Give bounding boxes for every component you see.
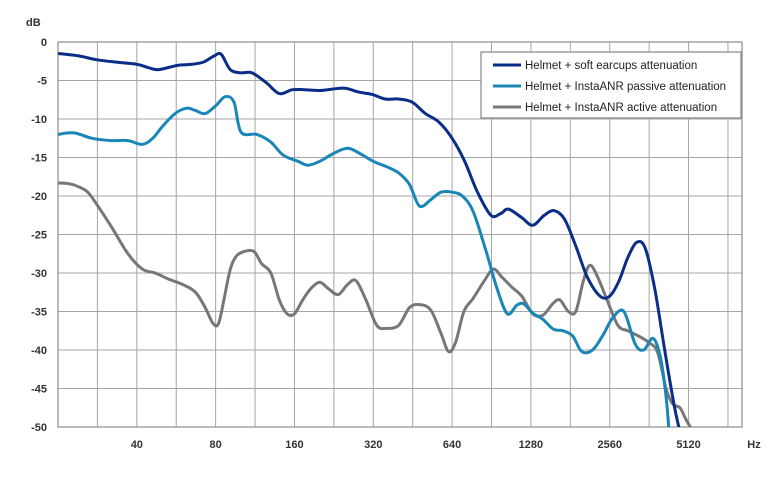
y-tick-label: -30 <box>31 268 47 280</box>
series-line-3 <box>58 181 692 427</box>
y-tick-label: -45 <box>31 384 47 396</box>
y-tick-label: -5 <box>37 76 47 88</box>
y-tick-label: -50 <box>31 422 47 434</box>
x-tick-label: 2560 <box>597 439 621 451</box>
y-tick-label: -20 <box>31 191 47 203</box>
legend-label: Helmet + InstaANR passive attenuation <box>525 81 726 93</box>
x-tick-label: 640 <box>443 439 461 451</box>
y-axis-unit-label: dB <box>26 17 41 29</box>
y-tick-label: -10 <box>31 114 47 126</box>
plot-frame <box>57 41 743 428</box>
x-tick-label: 160 <box>285 439 303 451</box>
x-axis-ticks: 40 80 160 320 640 1280 2560 5120 <box>131 439 701 451</box>
x-tick-label: 5120 <box>676 439 700 451</box>
legend: Helmet + soft earcups attenuation Helmet … <box>480 51 742 119</box>
y-tick-label: -15 <box>31 153 47 165</box>
y-tick-label: 0 <box>41 37 47 49</box>
y-axis-ticks: 0 -5 -10 -15 -20 -25 -30 -35 -40 -45 -50 <box>31 37 47 434</box>
legend-label: Helmet + soft earcups attenuation <box>525 60 697 72</box>
series-line-2 <box>58 94 671 427</box>
legend-label: Helmet + InstaANR active attenuation <box>525 102 717 114</box>
x-tick-label: 80 <box>210 439 222 451</box>
x-tick-label: 1280 <box>519 439 543 451</box>
x-axis-unit-label: Hz <box>747 439 761 451</box>
y-tick-label: -40 <box>31 345 47 357</box>
series-lines <box>58 51 692 427</box>
y-tick-label: -35 <box>31 307 47 319</box>
y-tick-label: -25 <box>31 230 47 242</box>
series-line-1 <box>58 51 681 427</box>
x-tick-label: 40 <box>131 439 143 451</box>
legend-box <box>480 51 742 119</box>
x-tick-label: 320 <box>364 439 382 451</box>
